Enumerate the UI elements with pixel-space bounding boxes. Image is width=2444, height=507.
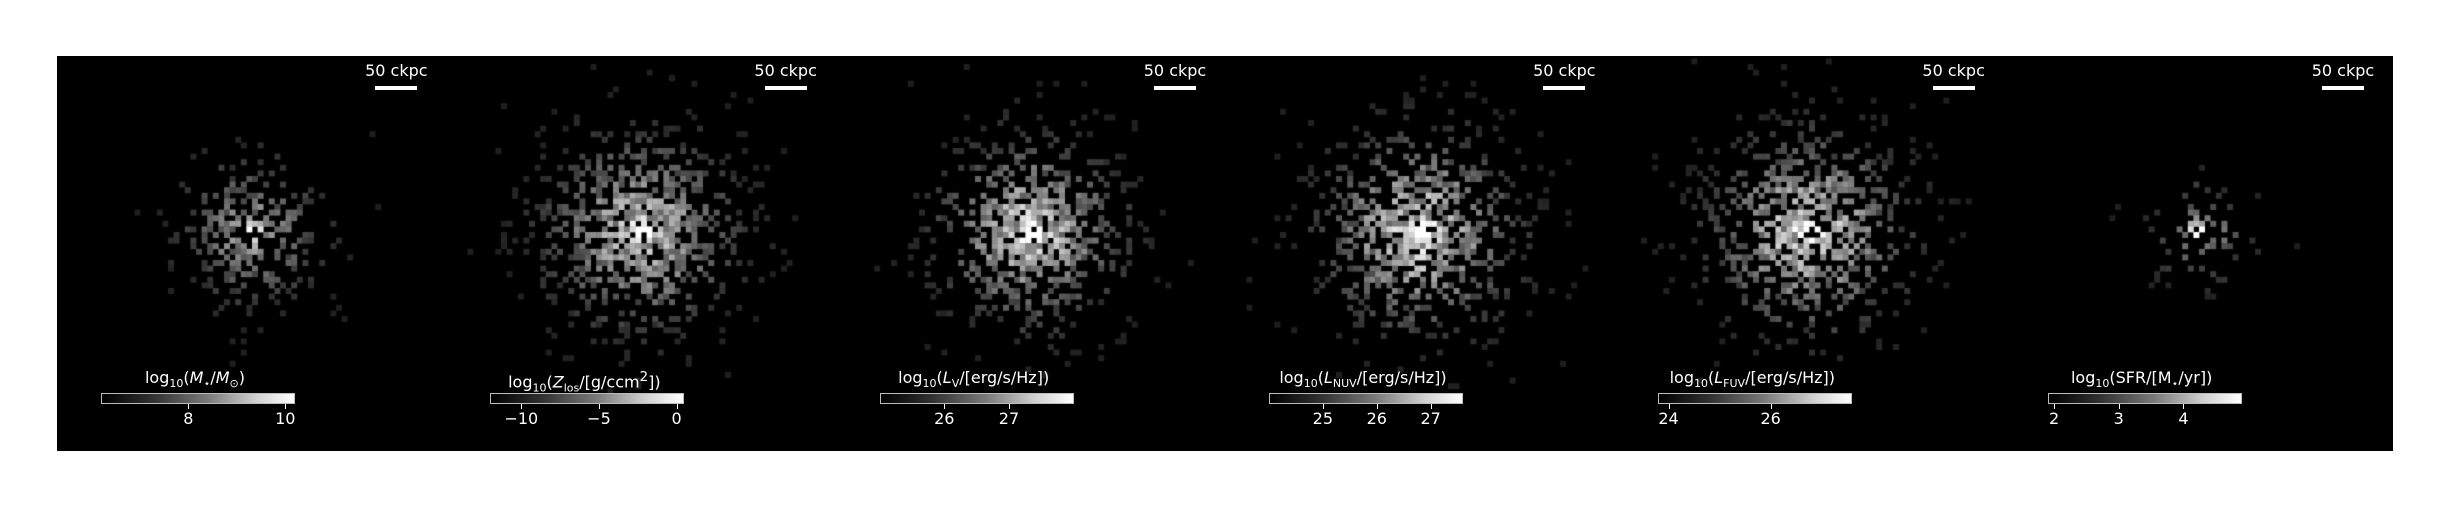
scale-bar bbox=[764, 86, 807, 90]
map-image-metallicity bbox=[446, 56, 836, 451]
colorbar bbox=[1268, 393, 1463, 404]
map-panel-metallicity: 50 ckpc log10(Zlos/[g/ccm2]) −10 −5 0 bbox=[446, 56, 836, 451]
colorbar-tick bbox=[1430, 404, 1432, 409]
colorbar-tick-label: −10 bbox=[504, 409, 539, 428]
colorbar-tick-label: 26 bbox=[934, 409, 955, 428]
colorbar-label: log10(M⋆/M⊙) bbox=[144, 368, 245, 391]
colorbar-label: log10(LNUV/[erg/s/Hz]) bbox=[1279, 368, 1447, 391]
colorbar-tick bbox=[1376, 404, 1378, 409]
colorbar-label: log10(Zlos/[g/ccm2]) bbox=[508, 370, 661, 395]
scale-bar-label: 50 ckpc bbox=[365, 61, 428, 80]
colorbar bbox=[1658, 393, 1853, 404]
map-panel-nuv: 50 ckpc log10(LNUV/[erg/s/Hz]) 25 26 27 bbox=[1224, 56, 1615, 451]
colorbar-tick bbox=[521, 404, 523, 409]
colorbar-tick bbox=[2118, 404, 2120, 409]
scale-bar-label: 50 ckpc bbox=[1922, 61, 1985, 80]
colorbar-tick bbox=[285, 404, 287, 409]
colorbar-tick bbox=[1322, 404, 1324, 409]
scale-bar-label: 50 ckpc bbox=[1143, 61, 1207, 80]
colorbar-tick bbox=[2054, 404, 2056, 409]
colorbar-tick-label: 2 bbox=[2049, 409, 2060, 428]
colorbar-tick-label: 4 bbox=[2178, 409, 2189, 428]
map-panel-fuv: 50 ckpc log10(LFUV/[erg/s/Hz]) 24 26 bbox=[1614, 56, 2004, 451]
colorbar-tick-label: 3 bbox=[2113, 409, 2124, 428]
colorbar-tick bbox=[1008, 404, 1010, 409]
colorbar bbox=[490, 393, 685, 404]
colorbar-tick bbox=[676, 404, 678, 409]
scale-bar-label: 50 ckpc bbox=[1533, 61, 1596, 80]
colorbar-label: log10(SFR/[M⋆/yr]) bbox=[2070, 368, 2213, 391]
colorbar-tick bbox=[188, 404, 190, 409]
map-panel-stellar-mass: 50 ckpc log10(M⋆/M⊙) 8 10 bbox=[57, 56, 447, 451]
map-panel-v-band: 50 ckpc log10(LV/[erg/s/Hz]) 26 27 bbox=[835, 56, 1225, 451]
colorbar-tick-label: 10 bbox=[275, 409, 296, 428]
map-image-nuv bbox=[1224, 56, 1614, 451]
colorbar-tick-label: 0 bbox=[671, 409, 682, 428]
colorbar-tick-label: 26 bbox=[1760, 409, 1781, 428]
colorbar-tick-label: 8 bbox=[183, 409, 194, 428]
scale-bar bbox=[2321, 86, 2364, 90]
scale-bar bbox=[375, 86, 418, 90]
map-image-v-band bbox=[835, 56, 1225, 451]
colorbar-tick-label: 26 bbox=[1366, 409, 1387, 428]
scale-bar bbox=[1543, 86, 1586, 90]
colorbar-tick bbox=[1770, 404, 1772, 409]
colorbar bbox=[879, 393, 1074, 404]
scale-bar bbox=[1153, 86, 1196, 90]
colorbar-tick bbox=[598, 404, 600, 409]
galaxy-maps-strip: 50 ckpc log10(M⋆/M⊙) 8 10 50 ckpc log10(Zlos/… bbox=[57, 56, 2393, 451]
colorbar-tick bbox=[1668, 404, 1670, 409]
colorbar-tick-label: 24 bbox=[1658, 409, 1679, 428]
colorbar-tick-label: 27 bbox=[1420, 409, 1441, 428]
colorbar-tick-label: 27 bbox=[998, 409, 1020, 428]
map-image-stellar-mass bbox=[57, 56, 446, 451]
map-panel-sfr: 50 ckpc log10(SFR/[M⋆/yr]) 2 3 4 bbox=[2003, 56, 2393, 451]
colorbar bbox=[2047, 393, 2242, 404]
scale-bar bbox=[1932, 86, 1975, 90]
scale-bar-label: 50 ckpc bbox=[754, 61, 817, 80]
map-image-sfr bbox=[2003, 56, 2393, 451]
colorbar-tick bbox=[944, 404, 946, 409]
scale-bar-label: 50 ckpc bbox=[2311, 61, 2375, 80]
colorbar-tick bbox=[2183, 404, 2185, 409]
map-image-fuv bbox=[1614, 56, 2004, 451]
colorbar-tick-label: −5 bbox=[587, 409, 611, 428]
colorbar-label: log10(LV/[erg/s/Hz]) bbox=[898, 368, 1050, 391]
colorbar bbox=[101, 393, 295, 404]
colorbar-label: log10(LFUV/[erg/s/Hz]) bbox=[1669, 368, 1836, 391]
colorbar-tick-label: 25 bbox=[1312, 409, 1334, 428]
